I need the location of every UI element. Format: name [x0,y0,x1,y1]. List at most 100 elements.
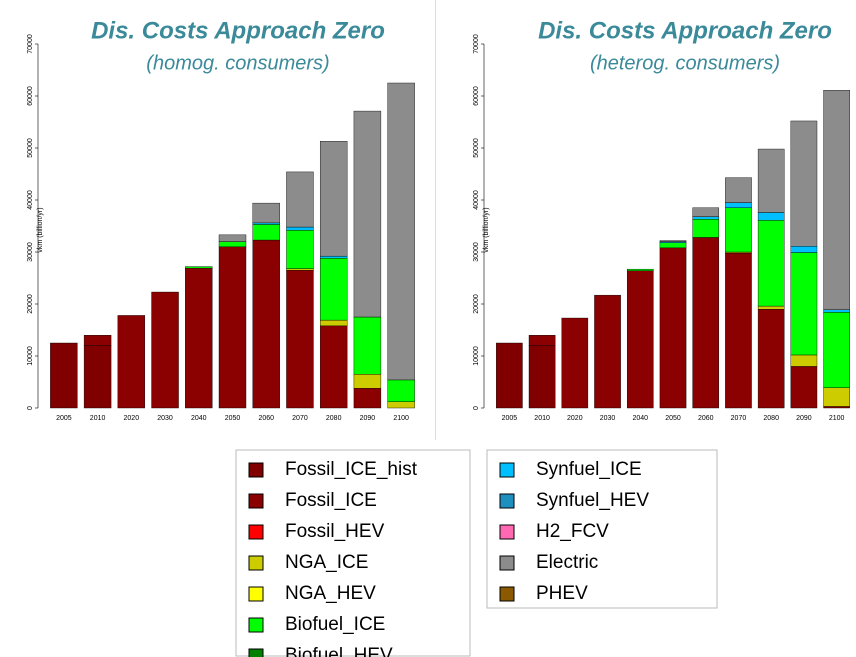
legend-label: Fossil_ICE [285,490,377,511]
x-tick-label: 2005 [56,415,72,422]
bar-segment [319,325,348,409]
bar-segment [725,177,752,203]
y-tick-label: 10000 [27,346,34,366]
bar-segment [757,220,785,307]
bar-segment [757,212,785,221]
legend-label: Biofuel_ICE [285,614,385,635]
bar-segment [353,374,382,389]
bar-segment [626,268,654,271]
bar-segment [790,120,818,247]
y-tick-label: 60000 [473,86,480,106]
legend-swatch [248,586,264,602]
legend-label: Fossil_HEV [285,521,385,542]
bar-segment [725,207,752,253]
bar-segment [626,270,654,409]
y-tick-label: 20000 [27,294,34,314]
bar-segment [790,366,818,409]
bar-segment [823,309,850,313]
legend-swatch [248,524,264,540]
y-axis-label: vkm (billion/yr) [37,207,44,252]
bar-segment [218,246,247,409]
x-tick-label: 2070 [731,415,747,422]
legend-label: H2_FCV [536,521,609,542]
bar-segment [319,319,348,327]
legend-swatch [499,493,515,509]
legend-swatch [248,648,264,657]
y-tick-label: 40000 [27,190,34,210]
x-tick-label: 2100 [393,415,409,422]
y-tick-label: 0 [27,406,34,410]
chart-subtitle: (heterog. consumers) [590,52,780,74]
legend-label: Synfuel_ICE [536,459,642,480]
legend-swatch [248,617,264,633]
y-tick-label: 40000 [473,190,480,210]
legend-swatch [499,524,515,540]
y-tick-label: 20000 [473,294,480,314]
legend-swatch [248,493,264,509]
divider [435,0,436,440]
legend-swatch [499,462,515,478]
x-tick-label: 2030 [157,415,173,422]
bar-segment [286,229,314,269]
x-tick-label: 2050 [665,415,681,422]
legend-swatch [499,586,515,602]
bar-segment [185,266,213,269]
bar-segment [790,252,818,356]
x-tick-label: 2100 [829,415,845,422]
bar-segment [353,316,382,375]
bar-segment [252,239,280,409]
y-tick-label: 50000 [473,138,480,158]
bar-segment [83,335,112,346]
x-tick-label: 2050 [225,415,241,422]
bar-segment [353,110,382,318]
bar-segment [286,268,314,271]
bar-segment [692,216,720,220]
bar-segment [286,226,314,231]
y-tick-label: 10000 [473,346,480,366]
bar-segment [218,241,247,248]
x-tick-label: 2070 [292,415,308,422]
x-tick-label: 2030 [600,415,616,422]
bar-segment [387,82,415,381]
bar-segment [353,388,382,409]
x-tick-label: 2060 [258,415,274,422]
bar-segment [528,335,556,346]
legend-swatch [248,555,264,571]
bar-segment [725,202,752,209]
bar-segment [790,246,818,253]
bar-segment [692,237,720,409]
x-tick-label: 2020 [124,415,140,422]
bar-segment [185,267,213,409]
bar-segment [319,255,348,259]
legend-box [486,449,718,609]
legend-label: Electric [536,552,598,573]
x-tick-label: 2040 [191,415,207,422]
bar-segment [692,219,720,238]
x-tick-label: 2080 [326,415,342,422]
bar-segment [823,312,850,388]
chart-title: Dis. Costs Approach Zero [538,17,832,44]
bar-segment [50,342,78,409]
chart-title: Dis. Costs Approach Zero [91,17,385,44]
x-tick-label: 2040 [632,415,648,422]
legend-label: Biofuel_HEV [285,645,393,657]
bar-segment [252,202,280,224]
legend-label: NGA_ICE [285,552,368,573]
bar-segment [725,252,752,409]
bar-segment [823,406,850,409]
bar-segment [286,270,314,409]
bar-segment [757,148,785,213]
legend-label: Synfuel_HEV [536,490,649,511]
bar-segment [790,354,818,367]
bar-segment [561,317,589,409]
bar-segment [319,258,348,321]
y-axis-label: vkm (billion/yr) [483,207,490,252]
bar-segment [117,315,146,409]
legend-box [235,449,471,657]
bar-segment [692,207,720,217]
bar-segment [757,305,785,310]
y-tick-label: 30000 [27,242,34,262]
y-tick-label: 50000 [27,138,34,158]
